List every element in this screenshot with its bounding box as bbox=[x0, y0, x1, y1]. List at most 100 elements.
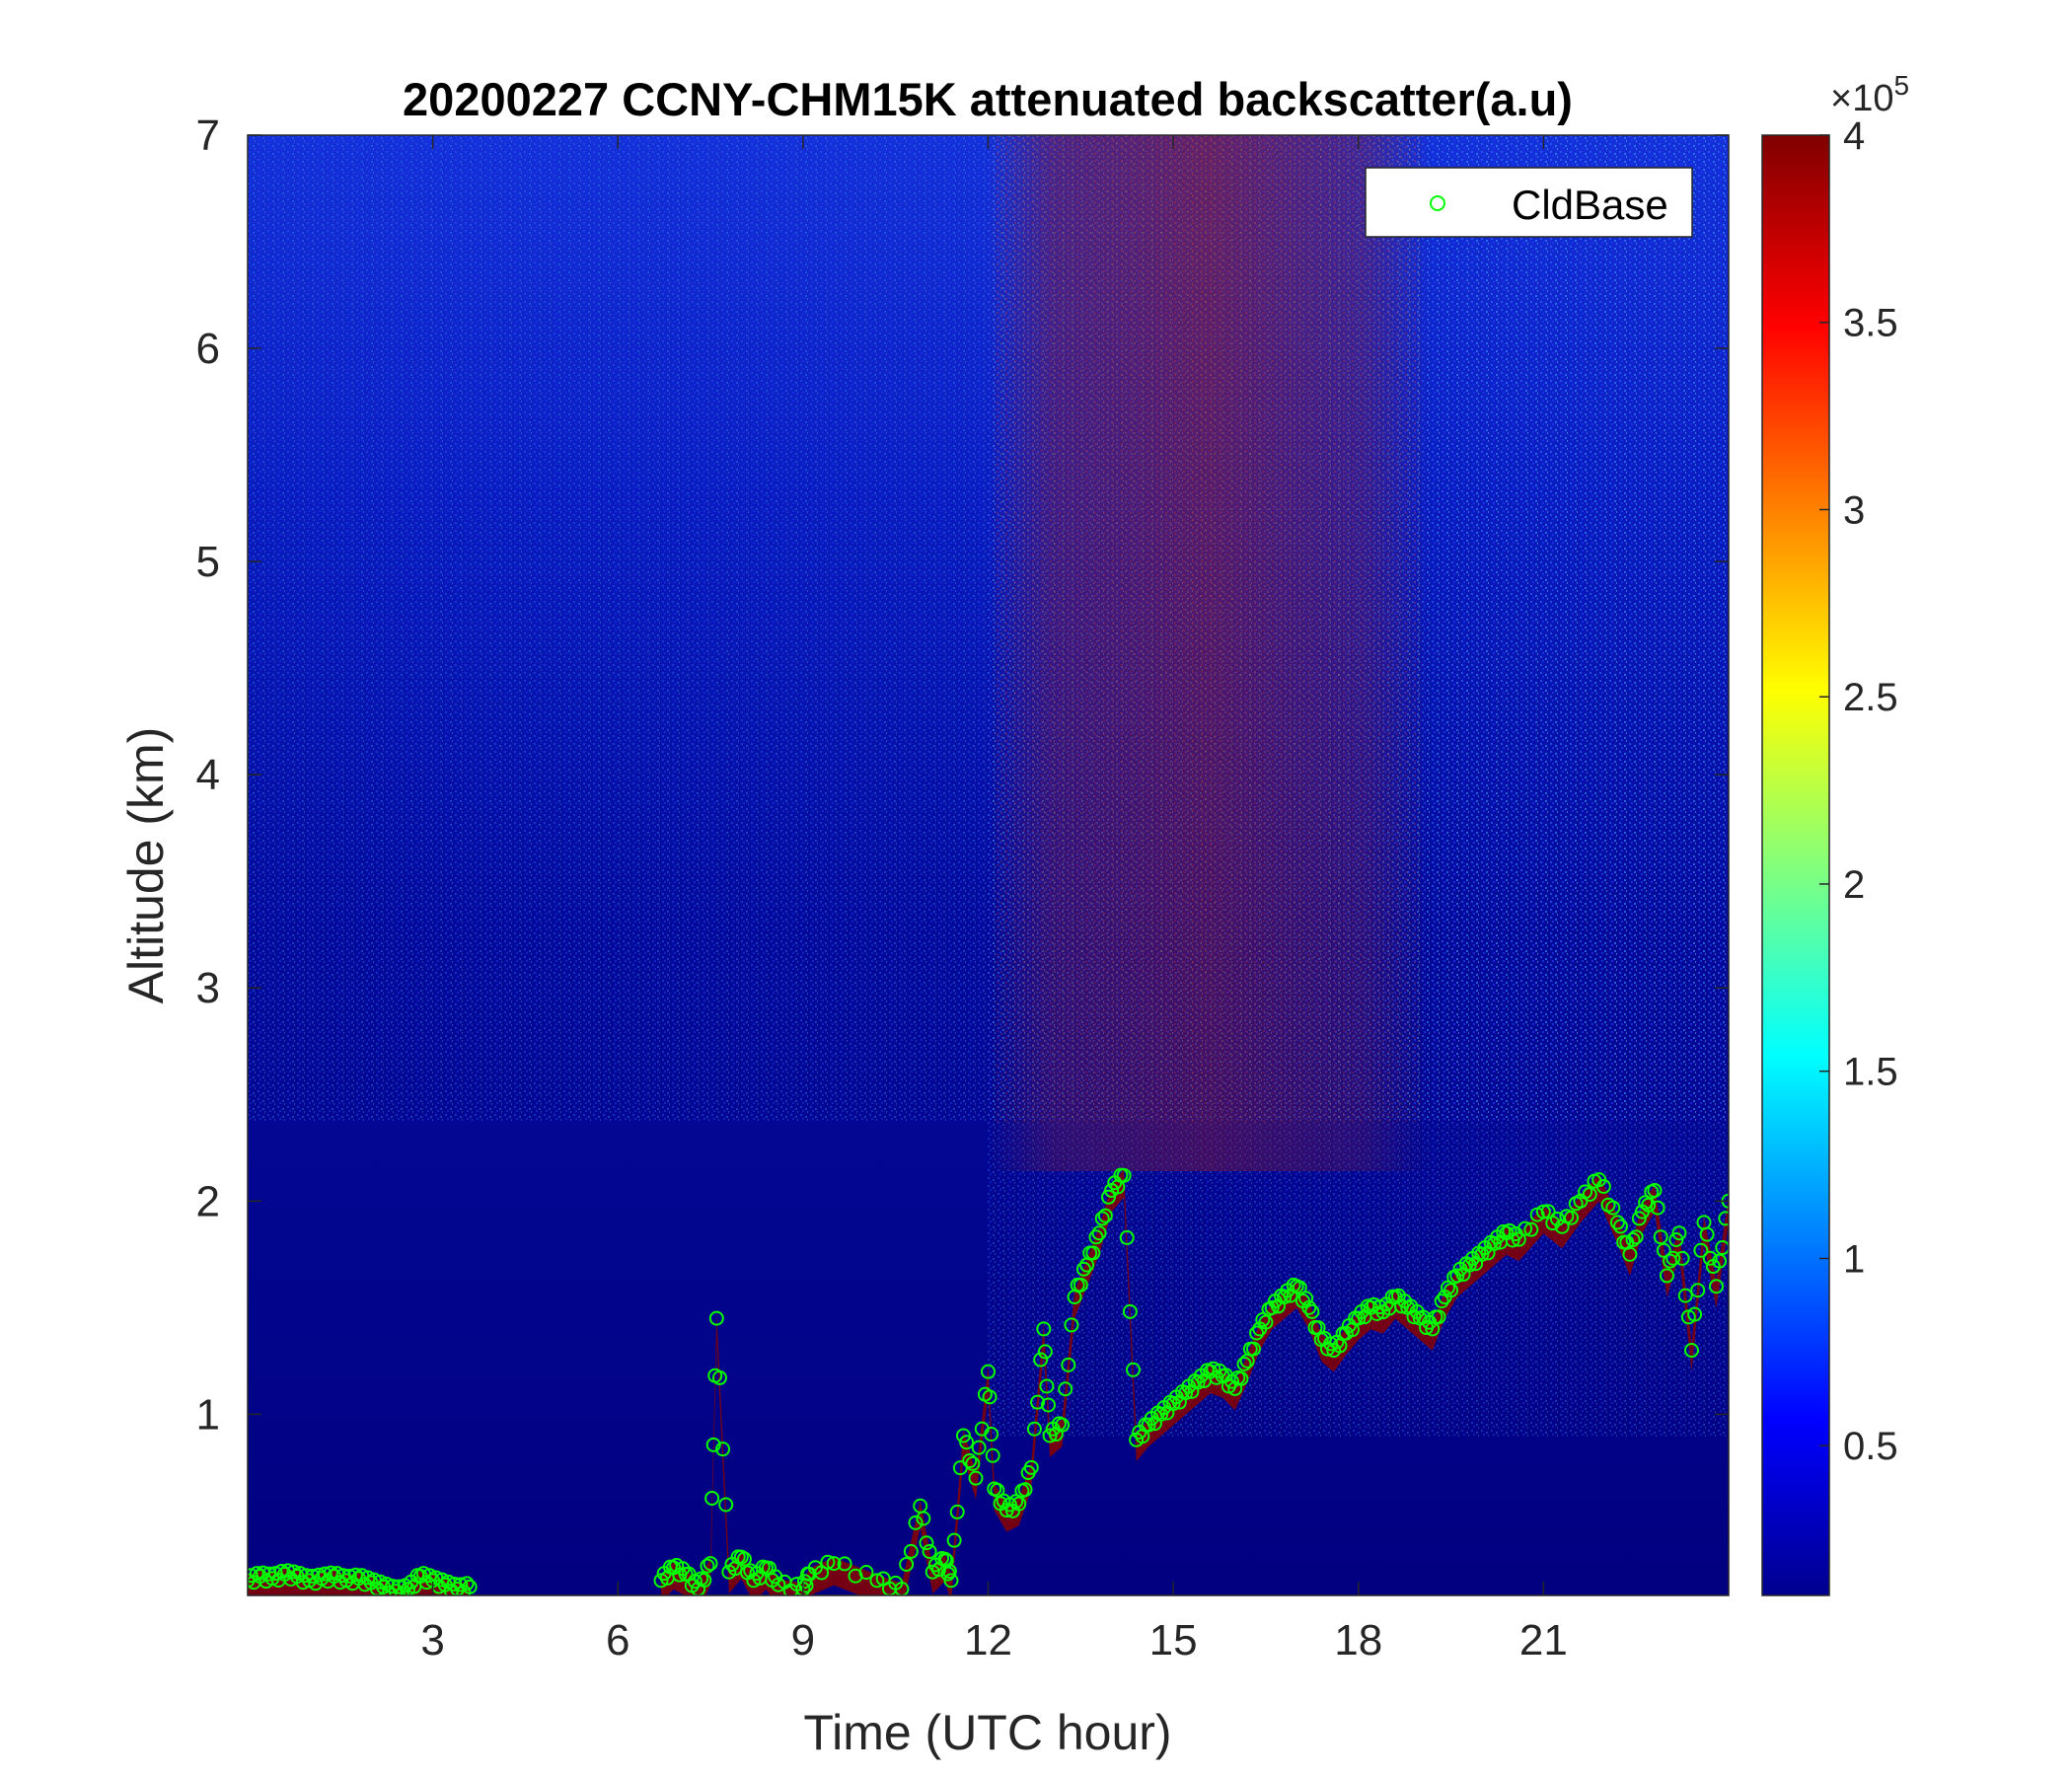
colorbar-tick-label: 1.5 bbox=[1843, 1051, 1898, 1094]
cloud-base-point bbox=[899, 1556, 915, 1572]
colorbar-tick-label: 3.5 bbox=[1843, 302, 1898, 345]
cloud-base-point bbox=[700, 1558, 715, 1574]
cloud-base-point bbox=[1628, 1229, 1644, 1245]
y-tick-label: 6 bbox=[196, 325, 220, 373]
cloud-base-point bbox=[1677, 1288, 1693, 1303]
cloud-base-point bbox=[981, 1364, 996, 1379]
cloud-base-point bbox=[1693, 1242, 1709, 1258]
cloud-base-point bbox=[459, 1576, 475, 1591]
cloud-base-point bbox=[1292, 1280, 1307, 1295]
cloud-base-point bbox=[1039, 1378, 1055, 1394]
cloud-base-point bbox=[1650, 1200, 1665, 1216]
cloud-base-point bbox=[1647, 1182, 1663, 1198]
cloud-base-point bbox=[704, 1490, 720, 1506]
cloud-base-point bbox=[1712, 1253, 1728, 1269]
cloud-base-point bbox=[391, 1579, 407, 1594]
cloud-base-point bbox=[1037, 1344, 1053, 1360]
cloud-base-point bbox=[1690, 1283, 1706, 1298]
cloud-base-point bbox=[1702, 1250, 1718, 1266]
colorbar-tick-label: 3 bbox=[1843, 488, 1865, 532]
legend-marker-icon bbox=[1430, 195, 1445, 211]
boundary-layer-segment bbox=[988, 1366, 995, 1511]
cloud-base-point bbox=[919, 1535, 934, 1551]
boundary-layer-segment bbox=[963, 1429, 976, 1501]
x-axis-label: Time (UTC hour) bbox=[803, 1705, 1171, 1760]
y-axis: 1 2 3 4 5 6 7 bbox=[196, 111, 1729, 1439]
cloud-base-point bbox=[1609, 1215, 1625, 1230]
boundary-layer-segment bbox=[834, 1557, 877, 1595]
boundary-layer-segment bbox=[1617, 1216, 1630, 1277]
cloud-base-point bbox=[982, 1389, 998, 1405]
cloud-base-point bbox=[826, 1556, 842, 1572]
boundary-layer-segment bbox=[1580, 1173, 1599, 1223]
boundary-layer-segment bbox=[1691, 1216, 1704, 1372]
cloud-base-point bbox=[990, 1482, 1005, 1498]
chart-title: 20200227 CCNY-CHM15K attenuated backscat… bbox=[403, 73, 1573, 125]
colorbar-exponent: ×105 bbox=[1830, 70, 1909, 119]
cloud-base-point bbox=[1461, 1257, 1477, 1273]
x-tick-label: 15 bbox=[1149, 1616, 1198, 1665]
cloud-base-point bbox=[820, 1554, 836, 1570]
x-tick-label: 12 bbox=[964, 1616, 1012, 1665]
cloud-base-point bbox=[1683, 1343, 1699, 1359]
cloud-base-point bbox=[1122, 1303, 1138, 1319]
cloud-base-point bbox=[971, 1440, 987, 1455]
y-tick-label: 7 bbox=[196, 111, 220, 160]
cloud-base-point bbox=[1023, 1459, 1039, 1475]
cloud-base-point bbox=[908, 1515, 924, 1530]
cloud-base-point bbox=[1671, 1225, 1687, 1241]
cloud-base-point bbox=[1653, 1229, 1668, 1245]
cloud-base-point bbox=[708, 1310, 724, 1326]
legend-label-cldbase: CldBase bbox=[1512, 182, 1668, 228]
legend: CldBase bbox=[1365, 167, 1693, 238]
cloud-base-point bbox=[1064, 1317, 1079, 1333]
cloud-base-point bbox=[1631, 1211, 1647, 1226]
boundary-layer-segment bbox=[1031, 1322, 1044, 1490]
cloud-base-point bbox=[922, 1543, 937, 1559]
cloud-base-point bbox=[1233, 1370, 1249, 1386]
cloud-base-point bbox=[1517, 1221, 1533, 1236]
cloud-base-point bbox=[703, 1556, 718, 1572]
colorbar-gradient bbox=[1761, 134, 1830, 1596]
cloud-base-point bbox=[1258, 1314, 1274, 1330]
cloud-base-point bbox=[916, 1511, 931, 1526]
cloud-base-point bbox=[968, 1470, 984, 1486]
boundary-layer-segment bbox=[1432, 1291, 1445, 1351]
cloud-base-point bbox=[1687, 1306, 1703, 1322]
cloud-base-point bbox=[705, 1437, 721, 1452]
cloud-base-point bbox=[1665, 1250, 1681, 1266]
x-tick-label: 9 bbox=[791, 1616, 815, 1665]
cloud-base-point bbox=[941, 1563, 957, 1579]
cloud-base-point bbox=[697, 1573, 712, 1589]
cloud-base-point bbox=[946, 1532, 962, 1548]
y-tick-label: 1 bbox=[196, 1390, 220, 1439]
cloud-base-point bbox=[1042, 1428, 1058, 1443]
cloud-base-point bbox=[1209, 1369, 1224, 1385]
cloud-base-point bbox=[1055, 1417, 1071, 1433]
colorbar-ticks: 0.5 1 1.5 2 2.5 3 3.5 4 bbox=[1819, 114, 1898, 1468]
cloud-base-point bbox=[1017, 1482, 1033, 1498]
y-tick-label: 4 bbox=[196, 751, 220, 799]
cloud-base-point bbox=[1030, 1394, 1046, 1410]
cloud-base-point bbox=[1298, 1291, 1314, 1306]
cloud-base-point bbox=[1641, 1197, 1657, 1213]
cloud-base-point bbox=[1474, 1246, 1490, 1262]
cloud-base-point bbox=[1638, 1195, 1654, 1211]
cloud-base-point bbox=[949, 1504, 965, 1519]
cloud-base-point bbox=[1073, 1277, 1088, 1293]
cloud-base-point bbox=[1674, 1250, 1690, 1266]
cloud-base-point bbox=[1033, 1352, 1049, 1368]
cloud-base-point bbox=[962, 1453, 978, 1469]
cloud-base-point bbox=[1119, 1229, 1135, 1245]
boundary-layer-segment bbox=[1308, 1301, 1322, 1362]
cloud-base-point bbox=[1582, 1186, 1597, 1202]
cloud-base-point bbox=[1605, 1200, 1621, 1216]
cloud-base-point bbox=[715, 1442, 731, 1457]
boundary-layer-segment bbox=[1666, 1226, 1679, 1297]
cloud-base-point bbox=[1036, 1321, 1052, 1337]
cloud-base-point bbox=[1431, 1309, 1446, 1325]
y-axis-label: Altitude (km) bbox=[118, 727, 174, 1004]
cloud-base-point bbox=[1699, 1226, 1715, 1242]
cloud-base-point bbox=[1255, 1312, 1271, 1328]
cloud-base-point bbox=[1141, 1417, 1156, 1433]
